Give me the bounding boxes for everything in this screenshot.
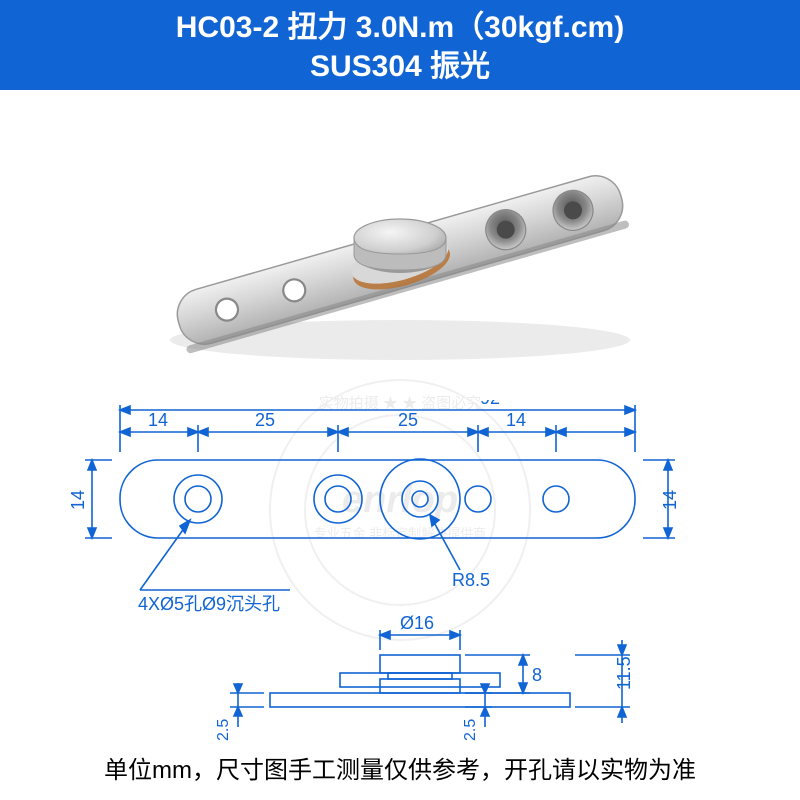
hole-note: 4XØ5孔Ø9沉头孔	[138, 594, 280, 614]
dim-width-l: 14	[68, 490, 88, 510]
product-photo	[120, 110, 680, 370]
dim-width-r: 14	[660, 490, 680, 510]
dim-25-r: 25	[398, 410, 418, 430]
dim-11-5: 11.5	[614, 656, 634, 690]
dim-2-5-b: 2.5	[462, 719, 479, 741]
dim-14-r: 14	[506, 410, 526, 430]
header-banner: HC03-2 扭力 3.0N.m（30kgf.cm) SUS304 振光	[0, 0, 800, 90]
header-line1: HC03-2 扭力 3.0N.m（30kgf.cm)	[0, 8, 800, 47]
dim-2-5-l: 2.5	[215, 719, 232, 741]
dim-8: 8	[532, 665, 542, 685]
dim-r85: R8.5	[452, 570, 490, 590]
technical-drawing: 92 14 25 25 14 14 14 R8.5 4XØ	[60, 400, 740, 750]
dim-25-l: 25	[255, 410, 275, 430]
footer-note: 单位mm，尺寸图手工测量仅供参考，开孔请以实物为准	[0, 750, 800, 785]
header-line2: SUS304 振光	[0, 47, 800, 86]
dim-dia16: Ø16	[400, 613, 434, 633]
dim-14-l: 14	[148, 410, 168, 430]
dim-length-92: 92	[480, 400, 500, 408]
